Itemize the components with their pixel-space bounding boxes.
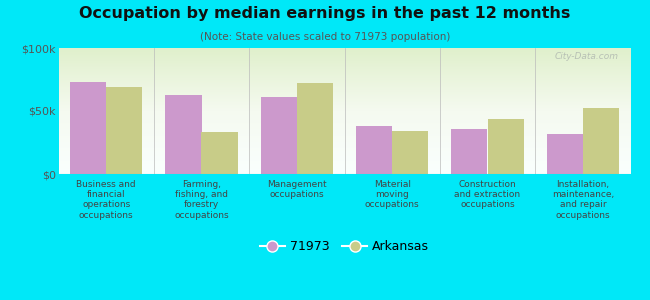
Bar — [451, 129, 488, 174]
Text: Occupation by median earnings in the past 12 months: Occupation by median earnings in the pas… — [79, 6, 571, 21]
Bar — [488, 118, 524, 174]
Bar — [106, 87, 142, 174]
Text: City-Data.com: City-Data.com — [555, 52, 619, 61]
Bar — [547, 134, 583, 174]
Bar — [165, 94, 202, 174]
Bar — [70, 82, 106, 174]
Bar — [297, 83, 333, 174]
Bar — [261, 97, 297, 174]
Bar — [392, 131, 428, 174]
Legend: 71973, Arkansas: 71973, Arkansas — [255, 236, 434, 259]
Bar — [202, 132, 238, 174]
Bar — [583, 109, 619, 174]
Text: (Note: State values scaled to 71973 population): (Note: State values scaled to 71973 popu… — [200, 32, 450, 41]
Bar — [356, 126, 392, 174]
